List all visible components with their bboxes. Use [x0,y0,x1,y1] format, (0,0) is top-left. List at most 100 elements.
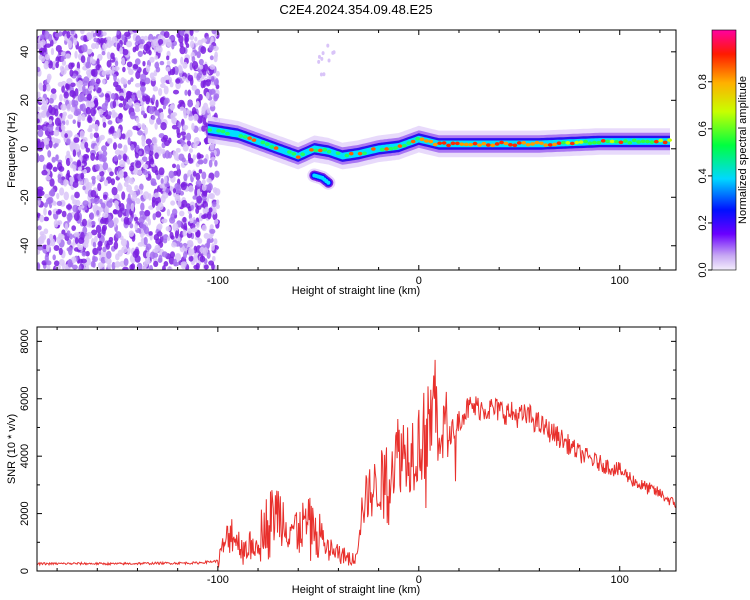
noise-speckle [123,258,129,266]
noise-speckle [209,192,215,200]
snr-y-tick-label: 4000 [19,444,31,468]
noise-speckle [90,107,96,117]
noise-speckle [43,228,49,235]
ridge-peak [370,147,376,151]
ridge-peak [561,140,566,145]
noise-speckle [76,61,81,70]
snr-y-tick-label: 2000 [19,501,31,525]
ridge-peak [622,139,628,143]
snr-x-tick-label: 100 [611,574,629,586]
ridge-peak [344,153,350,158]
noise-speckle [92,247,99,256]
ridge-peak [649,140,655,144]
noise-speckle [118,170,124,179]
noise-speckle [214,170,220,178]
noise-speckle [154,169,159,176]
noise-speckle [145,138,152,145]
noise-speckle [65,204,73,210]
ridge-peak [645,139,650,144]
noise-speckle [110,93,116,100]
noise-speckle [160,178,164,185]
ridge-peak [220,129,226,134]
ridge-peak [260,140,266,145]
ridge-peak [472,141,478,146]
noise-speckle [41,169,48,176]
noise-speckle [206,240,211,249]
noise-speckle [126,94,131,100]
noise-speckle [112,142,117,150]
noise-speckle [182,216,187,223]
colorbar-tick-label: 0.8 [697,74,709,89]
noise-speckle [63,191,70,201]
noise-speckle [178,34,184,44]
noise-speckle [182,251,188,259]
noise-speckle [38,54,43,61]
noise-speckle [91,123,96,129]
noise-speckle [56,138,61,144]
noise-speckle [126,184,133,193]
noise-speckle [89,132,94,140]
noise-speckle [135,198,141,205]
noise-speckle [37,225,42,231]
noise-speckle [154,122,158,130]
noise-speckle [73,100,79,107]
noise-speckle [52,166,58,172]
noise-speckle [130,202,135,212]
noise-speckle [170,213,175,221]
noise-speckle [183,173,188,182]
colorbar-gradient [711,29,737,271]
colorbar-tick-label: 0.4 [697,168,709,183]
noise-speckle [166,208,171,217]
noise-speckle [187,228,192,234]
noise-speckle [179,242,183,248]
ridge-peak [508,142,513,147]
noise-speckle [102,246,107,253]
ridge-peak [653,139,659,144]
ridge-peak [242,135,248,139]
noise-speckle [104,216,109,225]
noise-speckle [42,102,48,110]
noise-speckle [144,126,148,135]
noise-speckle [192,195,198,200]
noise-speckle [114,200,119,207]
noise-speckle [192,154,197,161]
ridge-peak [401,143,407,148]
noise-speckle [48,97,54,104]
noise-speckle [72,180,79,188]
ridge-peak [614,139,619,144]
ridge-peak [348,151,354,156]
noise-speckle [117,182,122,191]
noise-speckle [115,231,122,239]
noise-speckle [101,250,108,257]
noise-speckle [94,235,98,243]
noise-speckle [69,233,73,240]
noise-speckle [134,223,138,231]
noise-speckle [181,76,186,82]
noise-speckle [209,64,216,70]
noise-speckle [125,132,131,138]
noise-speckle [43,125,47,131]
noise-speckle [50,47,55,56]
noise-speckle [90,189,97,198]
noise-speckle [201,179,206,185]
snr-x-tick-label: 0 [416,574,422,586]
noise-speckle [150,181,157,187]
ridge-peak [375,148,381,152]
noise-speckle [170,200,176,206]
noise-speckle [195,179,202,187]
spectrogram-y-axis-label: Frequency (Hz) [6,112,18,188]
ridge-peak [410,139,416,144]
noise-speckle [82,136,88,143]
noise-speckle [196,74,201,81]
ridge-peak [286,150,292,154]
noise-speckle [174,230,179,239]
noise-speckle [65,83,70,90]
noise-speckle [317,54,321,59]
noise-speckle [66,230,71,237]
ridge-peak [393,146,398,150]
noise-speckle [145,251,151,258]
noise-speckle [188,116,194,121]
noise-speckle [73,137,80,143]
noise-speckle [160,83,166,89]
